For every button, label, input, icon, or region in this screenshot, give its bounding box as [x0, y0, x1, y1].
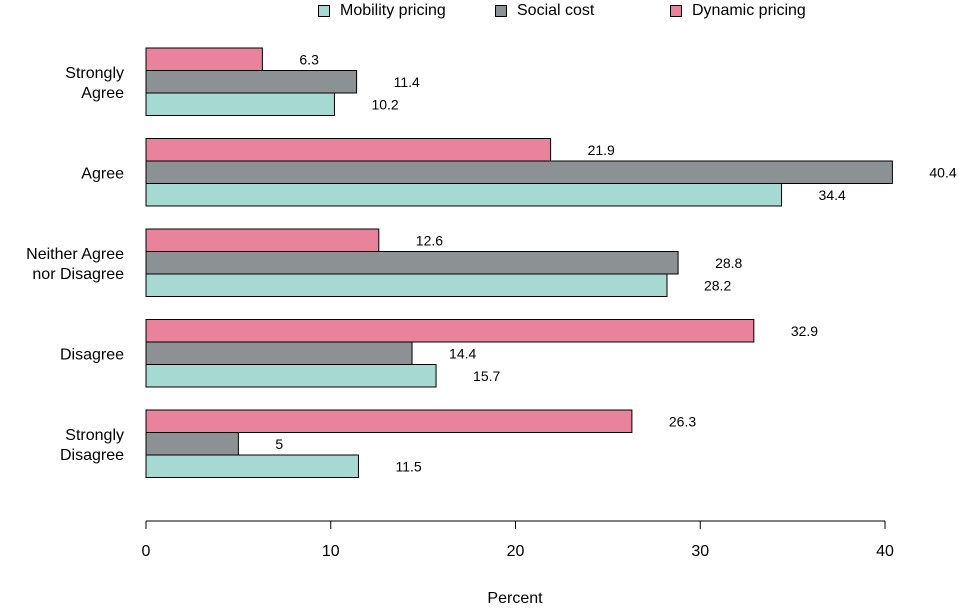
- legend: Mobility pricing Social cost Dynamic pri…: [0, 2, 963, 26]
- data-label-dynamic-pricing-agree: 21.9: [588, 142, 615, 158]
- x-tick-label-20: 20: [507, 543, 525, 560]
- x-tick-label-0: 0: [142, 543, 151, 560]
- data-label-mobility-pricing-disagree: 15.7: [473, 368, 500, 384]
- bar-dynamic-pricing-strongly-agree: [145, 47, 263, 71]
- x-tick-label-10: 10: [322, 543, 340, 560]
- data-label-dynamic-pricing-strongly-disagree: 26.3: [669, 413, 696, 429]
- bar-dynamic-pricing-strongly-disagree: [145, 409, 633, 433]
- bar-dynamic-pricing-neither-agree-nor-disagree: [145, 228, 380, 252]
- bar-social-cost-agree: [145, 160, 893, 184]
- data-label-social-cost-agree: 40.4: [929, 164, 956, 180]
- legend-label-dynamic-pricing: Dynamic pricing: [692, 2, 806, 19]
- bar-social-cost-strongly-disagree: [145, 432, 239, 456]
- legend-swatch-dynamic-pricing: [670, 5, 682, 17]
- data-label-social-cost-disagree: 14.4: [449, 345, 476, 361]
- bar-mobility-pricing-strongly-agree: [145, 92, 335, 116]
- category-label-strongly-disagree-line-1: Strongly: [65, 427, 124, 444]
- bar-dynamic-pricing-agree: [145, 138, 552, 162]
- bar-dynamic-pricing-disagree: [145, 319, 755, 343]
- bar-mobility-pricing-disagree: [145, 364, 437, 388]
- legend-label-mobility-pricing: Mobility pricing: [340, 2, 446, 19]
- x-tick-label-30: 30: [691, 543, 709, 560]
- legend-swatch-social-cost: [495, 5, 507, 17]
- bar-mobility-pricing-neither-agree-nor-disagree: [145, 273, 668, 297]
- data-label-social-cost-strongly-disagree: 5: [275, 436, 283, 452]
- category-label-strongly-agree-line-1: Strongly: [65, 65, 124, 82]
- data-label-mobility-pricing-neither-agree-nor-disagree: 28.2: [704, 277, 731, 293]
- x-tick-label-40: 40: [876, 543, 894, 560]
- bar-social-cost-neither-agree-nor-disagree: [145, 251, 679, 275]
- data-label-dynamic-pricing-disagree: 32.9: [791, 323, 818, 339]
- data-label-mobility-pricing-strongly-agree: 10.2: [371, 96, 398, 112]
- category-label-neither-agree-nor-disagree-line-1: Neither Agree: [26, 246, 124, 263]
- category-label-agree-line-1: Agree: [81, 165, 124, 182]
- bar-mobility-pricing-agree: [145, 183, 783, 207]
- data-label-mobility-pricing-agree: 34.4: [819, 187, 846, 203]
- legend-item-dynamic-pricing: Dynamic pricing: [670, 2, 806, 20]
- legend-label-social-cost: Social cost: [517, 2, 595, 19]
- data-label-dynamic-pricing-neither-agree-nor-disagree: 12.6: [416, 232, 443, 248]
- category-label-disagree-line-1: Disagree: [60, 346, 124, 363]
- category-label-strongly-disagree-line-2: Disagree: [60, 447, 124, 464]
- category-label-neither-agree-nor-disagree-line-2: nor Disagree: [32, 266, 124, 283]
- data-label-social-cost-strongly-agree: 11.4: [394, 74, 420, 90]
- data-label-dynamic-pricing-strongly-agree: 6.3: [299, 51, 319, 67]
- bar-social-cost-strongly-agree: [145, 70, 358, 94]
- legend-item-mobility-pricing: Mobility pricing: [318, 2, 446, 20]
- data-label-mobility-pricing-strongly-disagree: 11.5: [395, 458, 421, 474]
- legend-item-social-cost: Social cost: [495, 2, 594, 20]
- legend-swatch-mobility-pricing: [318, 5, 330, 17]
- bar-mobility-pricing-strongly-disagree: [145, 454, 359, 478]
- bar-social-cost-disagree: [145, 341, 413, 365]
- x-axis-label: Percent: [487, 590, 543, 607]
- category-label-strongly-agree-line-2: Agree: [81, 85, 124, 102]
- data-label-social-cost-neither-agree-nor-disagree: 28.8: [715, 255, 742, 271]
